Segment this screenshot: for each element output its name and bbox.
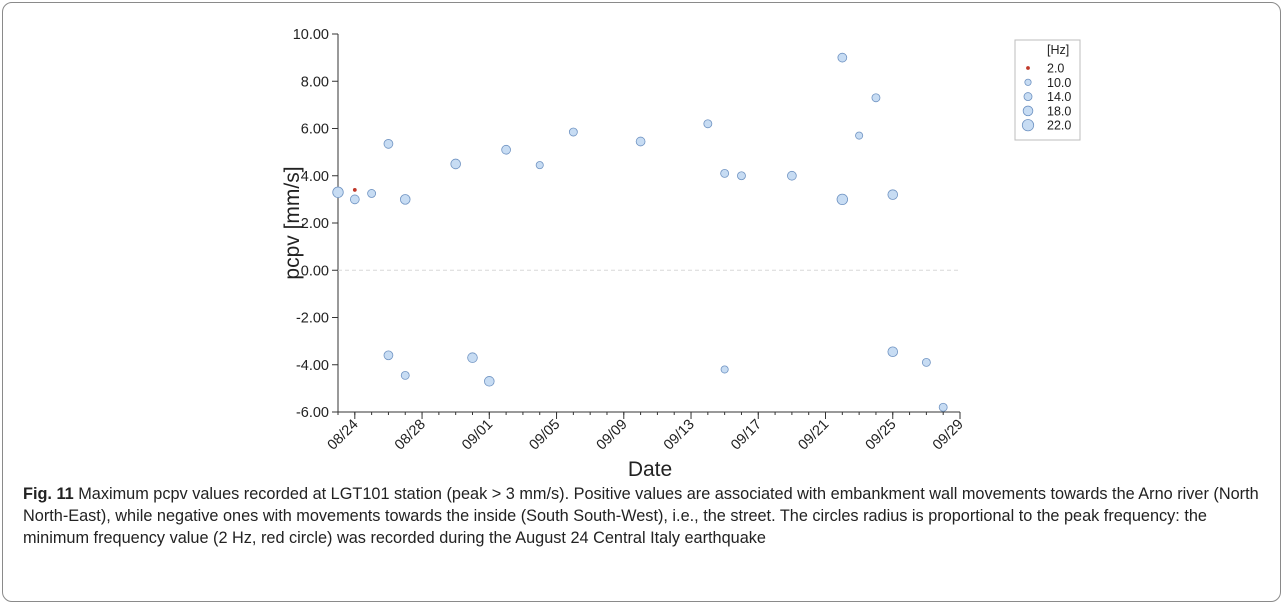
data-point <box>467 352 478 363</box>
data-points <box>332 52 948 412</box>
data-point <box>737 171 746 181</box>
data-point <box>837 52 848 63</box>
data-point <box>720 168 730 178</box>
data-point <box>938 402 948 412</box>
data-point <box>720 365 729 374</box>
legend-title: [Hz] <box>1047 43 1069 57</box>
x-tick-label: 09/09 <box>594 417 631 454</box>
y-tick-label: 0.00 <box>301 263 329 279</box>
data-point <box>501 144 511 155</box>
legend-entry-label: 2.0 <box>1047 62 1064 76</box>
y-tick-label: 6.00 <box>301 122 329 138</box>
data-point <box>887 346 899 358</box>
x-tick-label: 08/28 <box>392 417 429 454</box>
data-point <box>383 350 394 361</box>
legend-entry-label: 22.0 <box>1047 119 1071 133</box>
y-tick-label: 10.00 <box>293 27 329 43</box>
data-point <box>836 193 849 206</box>
data-point <box>871 93 881 103</box>
data-point <box>535 161 544 170</box>
legend-marker <box>1022 105 1034 117</box>
x-tick-label: 09/17 <box>728 417 765 454</box>
data-point <box>367 189 377 198</box>
data-point <box>635 136 646 147</box>
y-tick-label: 2.00 <box>301 216 329 232</box>
y-tick-label: 4.00 <box>301 169 329 185</box>
data-point <box>352 188 357 192</box>
scatter-chart: 10.00 8.00 6.00 4.00 2.00 0.00 -2.00 -4.00 -6.00… <box>281 27 1081 480</box>
data-point <box>887 189 899 200</box>
data-point <box>383 139 394 149</box>
y-tick-label: -4.00 <box>296 358 329 374</box>
legend-entry-label: 14.0 <box>1047 90 1071 104</box>
data-point <box>921 357 931 367</box>
legend-marker <box>1024 78 1032 86</box>
x-tick-label: 09/01 <box>459 417 496 454</box>
x-tick-label: 09/05 <box>526 417 563 454</box>
y-tick-label: 8.00 <box>301 74 329 90</box>
data-point <box>332 186 344 198</box>
caption-label: Fig. 11 <box>23 485 74 503</box>
data-point <box>787 170 797 181</box>
data-point <box>399 194 411 205</box>
x-tick-label: 09/25 <box>863 417 900 454</box>
data-point <box>450 158 461 170</box>
x-axis-title: Date <box>628 458 672 480</box>
figure-caption: Fig. 11 Maximum pcpv values recorded at … <box>23 483 1268 549</box>
x-tick-label: 09/21 <box>795 417 832 454</box>
data-point <box>349 194 360 205</box>
x-tick-label: 09/29 <box>930 417 967 454</box>
legend-marker <box>1026 66 1030 70</box>
data-point <box>484 376 495 387</box>
legend-marker <box>1021 119 1035 132</box>
x-tick-label: 08/24 <box>325 417 362 454</box>
x-tick-label: 09/13 <box>661 417 698 454</box>
y-tick-label: -2.00 <box>296 311 329 327</box>
data-point <box>400 370 410 380</box>
legend: [Hz] 2.010.014.018.022.0 <box>1014 39 1081 141</box>
y-tick-label: -6.00 <box>296 405 329 421</box>
legend-marker <box>1023 92 1033 102</box>
data-point <box>855 131 864 140</box>
data-point <box>703 119 713 129</box>
legend-entry-label: 10.0 <box>1047 76 1071 90</box>
data-point <box>568 127 578 137</box>
legend-entry-label: 18.0 <box>1047 104 1071 118</box>
axes: 10.00 8.00 6.00 4.00 2.00 0.00 -2.00 -4.00 -6.00… <box>281 27 967 480</box>
y-axis-title: pcpv [mm/s] <box>281 166 304 279</box>
caption-text: Maximum pcpv values recorded at LGT101 s… <box>23 485 1259 547</box>
